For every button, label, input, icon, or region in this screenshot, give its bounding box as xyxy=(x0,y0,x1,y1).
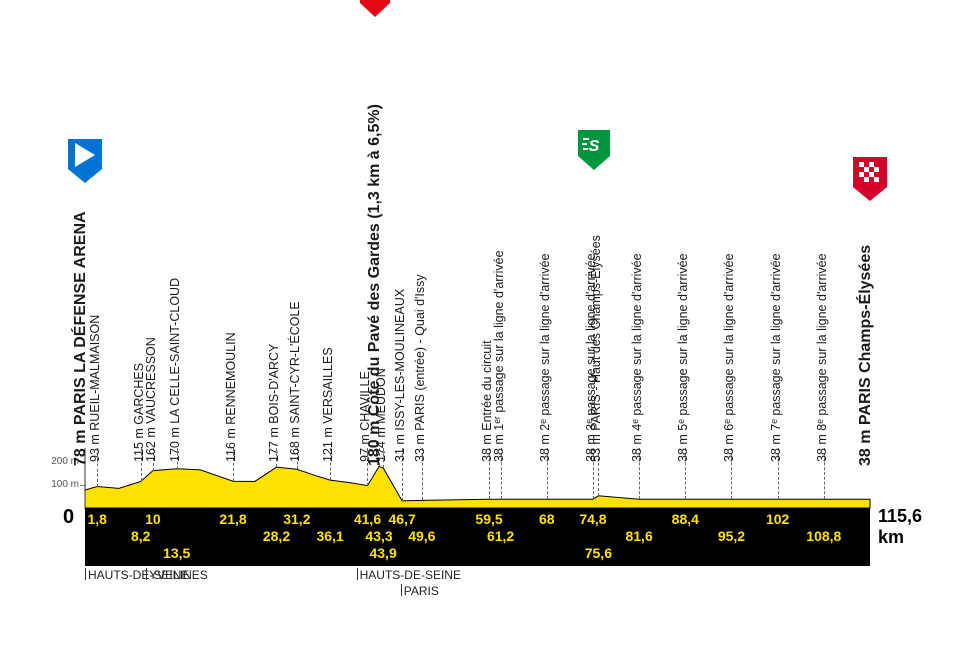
location-label: 170 m LA CELLE-SAINT-CLOUD xyxy=(168,278,182,462)
location-label: 38 m 1ᵉʳ passage sur la ligne d'arrivée xyxy=(492,250,506,462)
km-marker: 13,5 xyxy=(163,545,190,561)
location-label: 38 m 7ᵉ passage sur la ligne d'arrivée xyxy=(769,253,783,462)
km-marker: 88,4 xyxy=(672,511,699,527)
km-marker: 8,2 xyxy=(131,528,150,544)
km-marker: 49,6 xyxy=(408,528,435,544)
km-marker: 108,8 xyxy=(806,528,841,544)
region-divider xyxy=(401,584,402,596)
region-divider xyxy=(357,568,358,580)
location-label: 38 m 4ᵉ passage sur la ligne d'arrivée xyxy=(630,253,644,462)
location-label: 53 m PARIS - Haut des Champs-Élysées xyxy=(589,235,603,462)
location-label: 116 m RENNEMOULIN xyxy=(224,332,238,462)
region-label: PARIS xyxy=(404,584,439,598)
location-label: 121 m VERSAILLES xyxy=(321,347,335,462)
location-label: 174 m MEUDON xyxy=(374,368,388,462)
km-marker: 41,6 xyxy=(354,511,381,527)
start-icon xyxy=(68,139,102,183)
location-label: 93 m RUEIL-MALMAISON xyxy=(88,315,102,462)
region-label: YVELINES xyxy=(149,568,208,582)
location-label: 177 m BOIS-D'ARCY xyxy=(267,344,281,462)
location-label: 38 m 8ᵉ passage sur la ligne d'arrivée xyxy=(815,253,829,462)
region-label: HAUTS-DE-SEINE xyxy=(360,568,461,582)
km-total-label: 115,6 km xyxy=(878,506,930,548)
location-label: 38 m 6ᵉ passage sur la ligne d'arrivée xyxy=(722,253,736,462)
km-marker: 21,8 xyxy=(219,511,246,527)
location-label: 38 m 5ᵉ passage sur la ligne d'arrivée xyxy=(676,253,690,462)
svg-text:S: S xyxy=(589,138,600,155)
km-marker: 61,2 xyxy=(487,528,514,544)
location-label: 38 m 2ᵉ passage sur la ligne d'arrivée xyxy=(538,253,552,462)
km-marker: 68 xyxy=(539,511,555,527)
km-marker: 43,3 xyxy=(365,528,392,544)
region-divider xyxy=(85,568,86,580)
km-marker: 81,6 xyxy=(625,528,652,544)
stage-profile-chart: 100 m200 m 0 115,6 km 78 m PARIS LA DÉFE… xyxy=(30,40,930,620)
location-label-major: 38 m PARIS Champs-Élysées xyxy=(857,245,875,466)
location-label: 162 m VAUCRESSON xyxy=(144,337,158,462)
km-marker: 74,8 xyxy=(579,511,606,527)
km-marker: 36,1 xyxy=(317,528,344,544)
km-marker: 1,8 xyxy=(87,511,106,527)
cat4-icon: 4 xyxy=(360,0,394,21)
svg-text:4: 4 xyxy=(370,0,380,3)
location-label: 168 m SAINT-CYR-L'ÉCOLE xyxy=(288,301,302,462)
region-divider xyxy=(146,568,147,580)
km-zero-label: 0 xyxy=(63,506,74,529)
km-marker: 95,2 xyxy=(718,528,745,544)
km-marker: 10 xyxy=(145,511,161,527)
finish-icon xyxy=(853,157,887,201)
km-marker: 31,2 xyxy=(283,511,310,527)
km-marker: 59,5 xyxy=(475,511,502,527)
km-marker: 46,7 xyxy=(388,511,415,527)
km-marker: 28,2 xyxy=(263,528,290,544)
location-label: 31 m ISSY-LES-MOULINEAUX xyxy=(393,289,407,462)
km-marker: 102 xyxy=(766,511,789,527)
km-marker: 43,9 xyxy=(369,545,396,561)
km-marker: 75,6 xyxy=(585,545,612,561)
sprint-icon: S xyxy=(578,130,612,174)
location-label: 33 m PARIS (entrée) - Quai d'Issy xyxy=(413,274,427,462)
